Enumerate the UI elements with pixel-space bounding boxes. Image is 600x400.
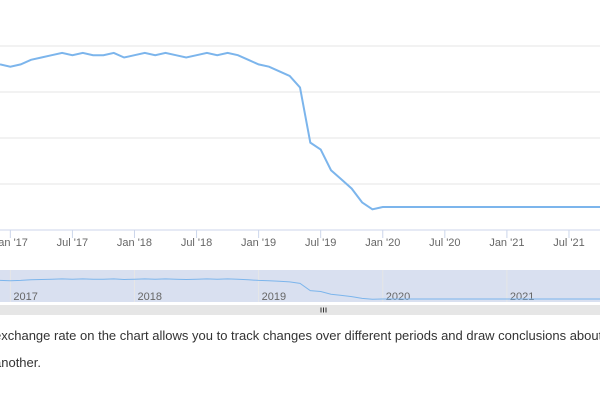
navigator-line bbox=[0, 278, 600, 300]
x-tick-label: Jan '21 bbox=[489, 237, 524, 249]
x-tick-label: Jan '20 bbox=[365, 237, 400, 249]
description: exchange rate on the chart allows you to… bbox=[0, 322, 600, 376]
navigator-label: 2019 bbox=[262, 291, 286, 303]
series-line bbox=[0, 51, 600, 211]
navigator-label: 2020 bbox=[386, 291, 410, 303]
scrollbar-grip bbox=[320, 307, 327, 313]
scrollbar-thumb[interactable] bbox=[0, 305, 600, 315]
navigator-label: 2021 bbox=[510, 291, 534, 303]
x-tick-label: Jan '17 bbox=[0, 237, 28, 249]
x-tick-label: Jul '17 bbox=[57, 237, 88, 249]
chart: Jan '17 Jul '17 Jan '18 Jul '18 Jan '19 Jul '… bbox=[0, 45, 600, 315]
x-tick-label: Jan '19 bbox=[241, 237, 276, 249]
x-tick-label: Jul '18 bbox=[181, 237, 212, 249]
x-tick-label: Jul '20 bbox=[429, 237, 460, 249]
x-tick-label: Jan '18 bbox=[117, 237, 152, 249]
navigator-label: 2017 bbox=[13, 291, 37, 303]
x-tick-label: Jul '19 bbox=[305, 237, 336, 249]
description-line: another. bbox=[0, 355, 41, 370]
description-line: exchange rate on the chart allows you to… bbox=[0, 328, 600, 343]
navigator-label: 2018 bbox=[137, 291, 161, 303]
navigator-mask bbox=[0, 270, 600, 302]
x-tick-label: Jul '21 bbox=[553, 237, 584, 249]
